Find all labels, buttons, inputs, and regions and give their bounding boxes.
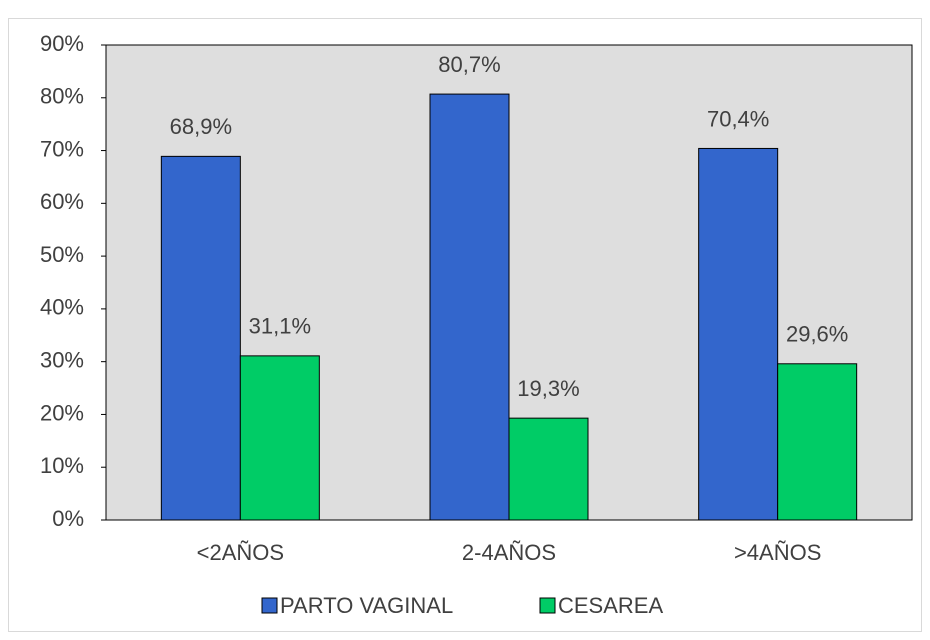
value-label: 70,4%: [707, 106, 769, 131]
bar: [429, 93, 510, 521]
bar: [160, 155, 241, 521]
legend-label: CESAREA: [558, 593, 663, 618]
value-label: 19,3%: [517, 376, 579, 401]
legend-label: PARTO VAGINAL: [280, 593, 453, 618]
x-tick-label: >4AÑOS: [734, 540, 821, 565]
bar: [698, 147, 779, 521]
y-tick-label: 10%: [40, 453, 84, 478]
x-tick-label: <2AÑOS: [197, 540, 284, 565]
y-tick-label: 20%: [40, 400, 84, 425]
legend-swatch: [261, 597, 278, 614]
value-label: 31,1%: [249, 314, 311, 339]
y-tick-label: 90%: [40, 31, 84, 56]
legend-swatch: [539, 597, 556, 614]
value-label: 80,7%: [438, 52, 500, 77]
y-tick-label: 0%: [52, 506, 84, 531]
y-tick-label: 60%: [40, 189, 84, 214]
value-label: 68,9%: [170, 114, 232, 139]
y-tick-label: 30%: [40, 347, 84, 372]
y-tick-label: 40%: [40, 295, 84, 320]
value-label: 29,6%: [786, 322, 848, 347]
y-tick-label: 50%: [40, 242, 84, 267]
bar: [239, 355, 320, 521]
bar: [508, 417, 589, 521]
y-tick-label: 80%: [40, 84, 84, 109]
x-tick-label: 2-4AÑOS: [462, 540, 556, 565]
y-tick-label: 70%: [40, 136, 84, 161]
bar: [777, 363, 858, 521]
